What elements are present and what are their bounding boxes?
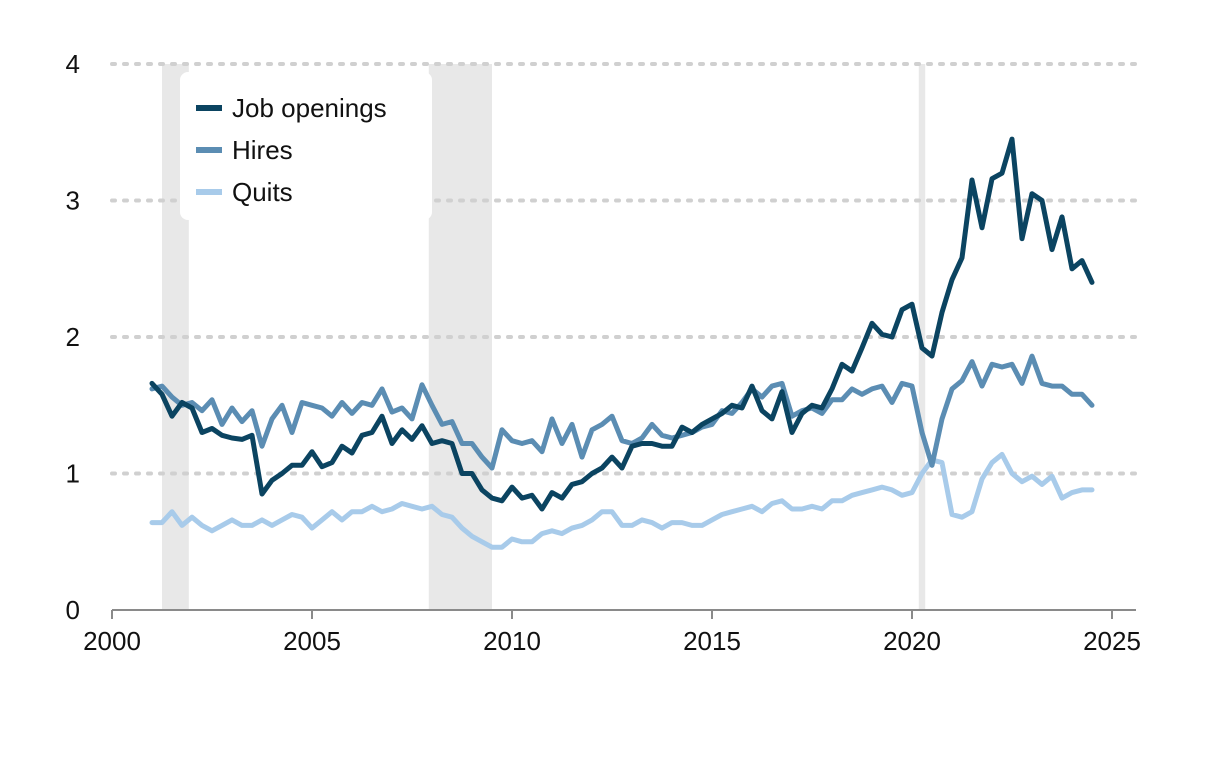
x-axis-tick-labels: 2000 2005 2010 2015 2020 2025 (83, 626, 1141, 656)
x-tick-label: 2000 (83, 626, 141, 656)
series-line-job-openings (149, 136, 1095, 512)
x-axis (111, 609, 1136, 619)
y-tick-label: 1 (66, 459, 80, 489)
legend-box (180, 72, 432, 220)
legend-label: Job openings (232, 93, 387, 123)
x-tick-label: 2020 (883, 626, 941, 656)
y-tick-label: 3 (66, 186, 80, 216)
y-axis-tick-labels: 0 1 2 3 4 (66, 49, 80, 625)
y-tick-label: 2 (66, 322, 80, 352)
y-tick-label: 4 (66, 49, 80, 79)
x-tick-label: 2015 (683, 626, 741, 656)
series-line-hires (149, 353, 1095, 471)
series-lines (149, 136, 1095, 550)
legend-label: Hires (232, 135, 293, 165)
legend: Job openings Hires Quits (180, 72, 432, 220)
x-tick-label: 2005 (283, 626, 341, 656)
x-tick-label: 2010 (483, 626, 541, 656)
legend-label: Quits (232, 177, 293, 207)
x-tick-label: 2025 (1083, 626, 1141, 656)
y-tick-label: 0 (66, 595, 80, 625)
